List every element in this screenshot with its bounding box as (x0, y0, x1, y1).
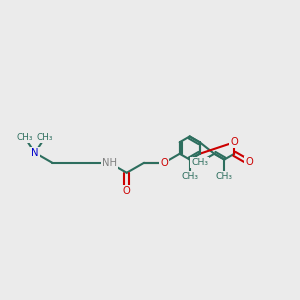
Text: CH₃: CH₃ (181, 172, 198, 181)
Text: O: O (160, 158, 168, 168)
Text: CH₃: CH₃ (216, 172, 233, 181)
Text: O: O (245, 157, 253, 167)
Text: N: N (31, 148, 39, 158)
Text: CH₃: CH₃ (191, 158, 208, 167)
Text: CH₃: CH₃ (37, 133, 53, 142)
Text: O: O (230, 137, 238, 147)
Text: O: O (123, 186, 130, 196)
Text: NH: NH (102, 158, 117, 168)
Text: CH₃: CH₃ (16, 133, 33, 142)
